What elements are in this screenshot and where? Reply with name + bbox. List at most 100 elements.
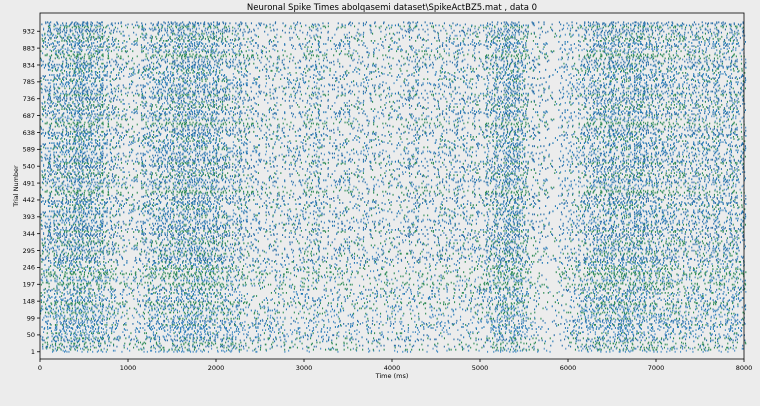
trial-spike-row — [47, 319, 737, 322]
y-tick-label: 344 — [23, 230, 35, 238]
trial-spike-row — [40, 312, 745, 315]
trial-spike-row — [41, 258, 737, 261]
trial-spike-row — [43, 66, 747, 69]
trial-spike-row — [44, 54, 735, 57]
x-tick-label: 2000 — [208, 364, 225, 372]
y-tick-label: 197 — [23, 281, 35, 289]
trial-spike-row — [41, 276, 738, 279]
trial-spike-row — [41, 305, 746, 308]
trial-spike-row — [44, 122, 735, 125]
trial-spike-row — [54, 47, 737, 49]
trial-spike-row — [46, 300, 741, 303]
trial-spike-row — [41, 33, 738, 36]
trial-spike-row — [42, 34, 746, 37]
trial-spike-row — [50, 124, 733, 127]
trial-spike-row — [43, 78, 738, 80]
trial-spike-row — [50, 43, 745, 45]
x-tick-label: 1000 — [120, 364, 137, 372]
trial-spike-row — [41, 170, 738, 172]
trial-spike-row — [43, 331, 704, 333]
x-tick-label: 3000 — [296, 364, 313, 372]
trial-spike-row — [48, 134, 745, 136]
trial-spike-row — [50, 179, 745, 182]
trial-spike-row — [41, 219, 744, 222]
trial-spike-row — [44, 105, 742, 107]
trial-spike-row — [47, 234, 744, 236]
x-tick-label: 6000 — [560, 364, 577, 372]
y-tick-label: 883 — [23, 44, 35, 52]
y-tick-label: 50 — [27, 331, 35, 339]
trial-spike-row — [43, 233, 732, 235]
trial-spike-row — [54, 67, 743, 70]
trial-spike-row — [41, 261, 745, 263]
trial-spike-row — [43, 163, 743, 166]
trial-spike-row — [54, 304, 747, 307]
trial-spike-row — [44, 177, 747, 180]
trial-spike-row — [47, 97, 744, 100]
trial-spike-row — [48, 65, 745, 68]
trial-spike-row — [45, 79, 747, 81]
trial-spike-row — [45, 320, 740, 323]
trial-spike-row — [44, 85, 731, 88]
trial-spike-row — [45, 303, 739, 306]
trial-spike-row — [40, 307, 731, 310]
trial-spike-row — [45, 158, 744, 161]
trial-spike-row — [40, 213, 747, 216]
trial-spike-row — [48, 24, 741, 27]
trial-spike-row — [42, 40, 738, 42]
trial-spike-row — [45, 226, 744, 229]
y-tick-label: 491 — [23, 179, 35, 187]
trial-spike-row — [61, 208, 746, 211]
trial-spike-row — [50, 236, 744, 238]
trial-spike-row — [61, 140, 746, 142]
trial-spike-row — [40, 58, 747, 61]
trial-spike-row — [42, 294, 739, 296]
trial-spike-row — [40, 125, 719, 128]
trial-spike-row — [66, 207, 739, 210]
trial-spike-row — [41, 201, 736, 203]
trial-spike-row — [45, 215, 747, 218]
trial-spike-row — [66, 139, 739, 141]
trial-spike-row — [46, 289, 732, 292]
trial-spike-row — [48, 202, 745, 204]
trial-spike-row — [54, 293, 740, 295]
y-tick-label: 540 — [23, 163, 35, 171]
trial-spike-row — [54, 115, 737, 118]
trial-spike-row — [41, 224, 742, 227]
trial-spike-row — [42, 308, 747, 311]
trial-spike-row — [45, 90, 744, 93]
trial-spike-row — [42, 103, 746, 105]
x-tick-label: 5000 — [472, 364, 489, 372]
trial-spike-row — [61, 72, 746, 74]
trial-spike-row — [42, 46, 734, 48]
trial-spike-row — [46, 322, 745, 324]
y-tick-label: 687 — [23, 112, 35, 120]
trial-spike-row — [44, 109, 747, 111]
trial-spike-row — [44, 221, 731, 224]
trial-spike-row — [45, 184, 744, 187]
trial-spike-row — [40, 301, 734, 304]
trial-spike-row — [45, 22, 744, 25]
trial-spike-row — [46, 337, 731, 340]
trial-spike-row — [41, 238, 738, 241]
x-tick-label: 4000 — [384, 364, 401, 372]
x-tick-label: 0 — [38, 364, 42, 372]
trial-spike-row — [66, 71, 739, 73]
y-tick-label: 148 — [23, 297, 35, 305]
x-tick-label: 7000 — [648, 364, 665, 372]
trial-spike-row — [42, 52, 745, 55]
trial-spike-row — [49, 142, 744, 144]
trial-spike-row — [42, 347, 744, 350]
y-tick-label: 1 — [31, 348, 35, 356]
trial-spike-row — [41, 132, 736, 135]
y-tick-label: 932 — [23, 28, 35, 36]
trial-spike-row — [57, 267, 737, 269]
trial-spike-row — [50, 99, 744, 102]
trial-spike-row — [41, 83, 744, 86]
trial-spike-row — [49, 210, 744, 213]
trial-spike-row — [41, 151, 744, 154]
trial-spike-row — [49, 185, 743, 188]
trial-spike-row — [40, 80, 744, 83]
trial-spike-row — [42, 244, 738, 247]
